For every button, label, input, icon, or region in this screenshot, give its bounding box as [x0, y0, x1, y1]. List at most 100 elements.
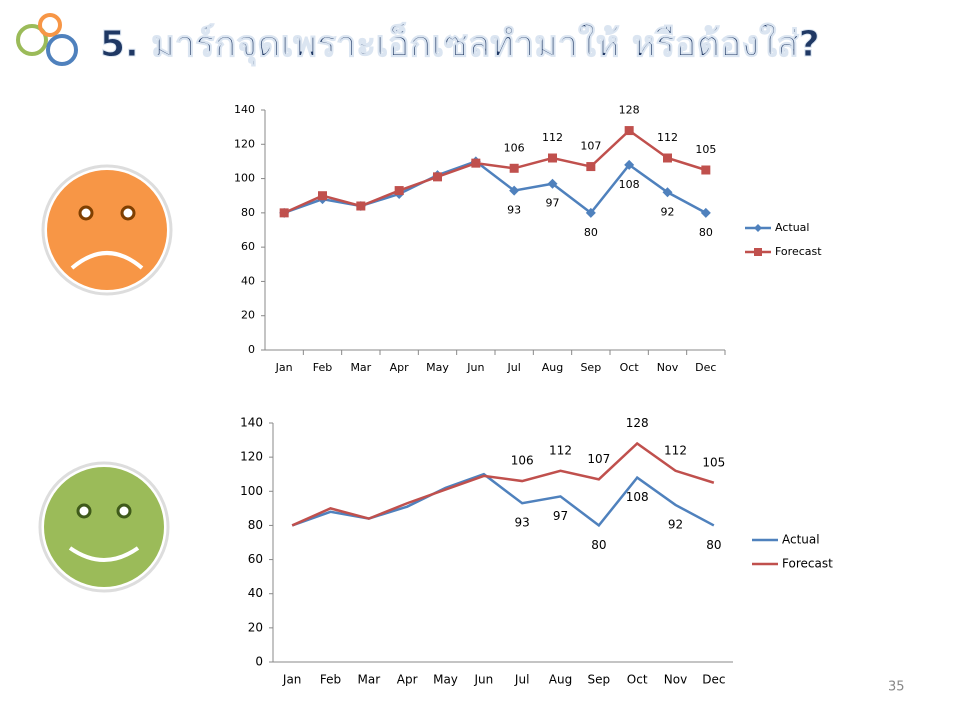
- x-tick-label: Nov: [657, 361, 679, 374]
- page-number: 35: [888, 680, 905, 695]
- x-tick-label: Oct: [627, 673, 648, 687]
- x-tick-label: Aug: [542, 361, 563, 374]
- series-line: [291, 472, 715, 528]
- x-tick-label: Apr: [397, 673, 418, 687]
- marker: [394, 186, 404, 196]
- x-tick-label: May: [433, 673, 458, 687]
- data-label: 97: [546, 197, 560, 210]
- data-label: 112: [657, 131, 678, 144]
- y-tick-label: 60: [248, 552, 263, 566]
- data-label: 80: [706, 538, 721, 552]
- x-tick-label: Sep: [588, 673, 611, 687]
- y-tick-label: 140: [240, 416, 263, 430]
- x-tick-label: Jan: [275, 361, 293, 374]
- x-tick-label: Aug: [549, 673, 572, 687]
- data-label: 107: [587, 452, 610, 466]
- x-tick-label: Mar: [358, 673, 381, 687]
- data-label: 80: [591, 538, 606, 552]
- marker: [433, 172, 442, 182]
- marker: [700, 207, 711, 218]
- legend-label: Actual: [775, 221, 809, 234]
- data-label: 93: [515, 516, 530, 530]
- x-tick-label: Nov: [664, 673, 687, 687]
- data-label: 92: [661, 205, 675, 218]
- series-line: [291, 441, 715, 527]
- marker: [662, 187, 673, 198]
- y-tick-label: 20: [241, 309, 255, 322]
- y-tick-label: 80: [241, 206, 255, 219]
- data-label: 106: [504, 141, 525, 154]
- y-tick-label: 60: [241, 240, 255, 253]
- data-label: 107: [580, 140, 601, 153]
- y-tick-label: 20: [248, 620, 263, 634]
- data-label: 92: [668, 517, 683, 531]
- data-label: 112: [549, 443, 572, 457]
- data-label: 108: [626, 490, 649, 504]
- x-tick-label: Jul: [507, 361, 521, 374]
- marker: [318, 191, 327, 201]
- chart: 0 20 40 60 80 100 120 140 Jan Feb Mar Apr May Jun Jul A…: [234, 103, 822, 374]
- x-tick-label: Dec: [695, 361, 716, 374]
- y-tick-label: 0: [248, 343, 255, 356]
- data-label: 105: [702, 455, 725, 469]
- happy-face: [38, 461, 170, 593]
- marker: [701, 165, 711, 175]
- data-label: 93: [507, 204, 521, 217]
- y-tick-label: 40: [241, 274, 255, 287]
- legend-label: Forecast: [775, 245, 822, 258]
- marker: [471, 158, 481, 168]
- marker: [279, 208, 289, 218]
- y-tick-label: 120: [234, 137, 255, 150]
- legend-label: Forecast: [782, 557, 833, 571]
- data-label: 128: [619, 104, 640, 117]
- logo: [16, 13, 78, 66]
- y-tick-label: 100: [234, 172, 255, 185]
- x-tick-label: Oct: [620, 361, 640, 374]
- data-label: 80: [584, 226, 598, 239]
- x-tick-label: Sep: [580, 361, 601, 374]
- data-label: 128: [626, 416, 649, 430]
- data-label: 112: [664, 443, 687, 457]
- marker: [624, 126, 634, 136]
- series-line: [283, 128, 707, 214]
- x-tick-label: Dec: [702, 673, 725, 687]
- marker: [509, 163, 519, 173]
- marker: [585, 207, 596, 218]
- marker: [548, 153, 557, 163]
- legend-marker: [754, 248, 762, 256]
- marker: [547, 178, 558, 189]
- data-label: 112: [542, 131, 563, 144]
- y-tick-label: 100: [240, 484, 263, 498]
- marker: [624, 159, 635, 170]
- y-tick-label: 140: [234, 103, 255, 116]
- sad-face: [41, 164, 173, 296]
- series-line: [283, 160, 707, 215]
- x-tick-label: Jul: [514, 673, 529, 687]
- x-tick-label: Feb: [320, 673, 341, 687]
- marker: [586, 162, 596, 172]
- x-tick-label: Jun: [466, 361, 484, 374]
- x-tick-label: Jan: [282, 673, 302, 687]
- marker: [356, 201, 366, 211]
- data-label: 80: [699, 226, 713, 239]
- legend-label: Actual: [782, 533, 820, 547]
- marker: [663, 153, 672, 163]
- x-tick-label: Apr: [390, 361, 410, 374]
- data-label: 106: [511, 454, 534, 468]
- data-label: 97: [553, 509, 568, 523]
- x-tick-label: Jun: [473, 673, 493, 687]
- y-tick-label: 0: [255, 655, 263, 669]
- legend-marker: [754, 224, 762, 232]
- y-tick-label: 80: [248, 518, 263, 532]
- x-tick-label: Feb: [313, 361, 332, 374]
- marker: [509, 185, 520, 196]
- y-tick-label: 40: [248, 586, 263, 600]
- data-label: 108: [619, 178, 640, 191]
- data-label: 105: [695, 143, 716, 156]
- y-tick-label: 120: [240, 450, 263, 464]
- chart: 0 20 40 60 80 100 120 140 Jan Feb Mar Apr May Jun Jul A…: [240, 416, 833, 687]
- slide-title: 5. มาร์กจุดเพราะเอ็กเซลทำมาให้ หรือต้องใ…: [100, 21, 820, 67]
- x-tick-label: Mar: [350, 361, 371, 374]
- x-tick-label: May: [426, 361, 449, 374]
